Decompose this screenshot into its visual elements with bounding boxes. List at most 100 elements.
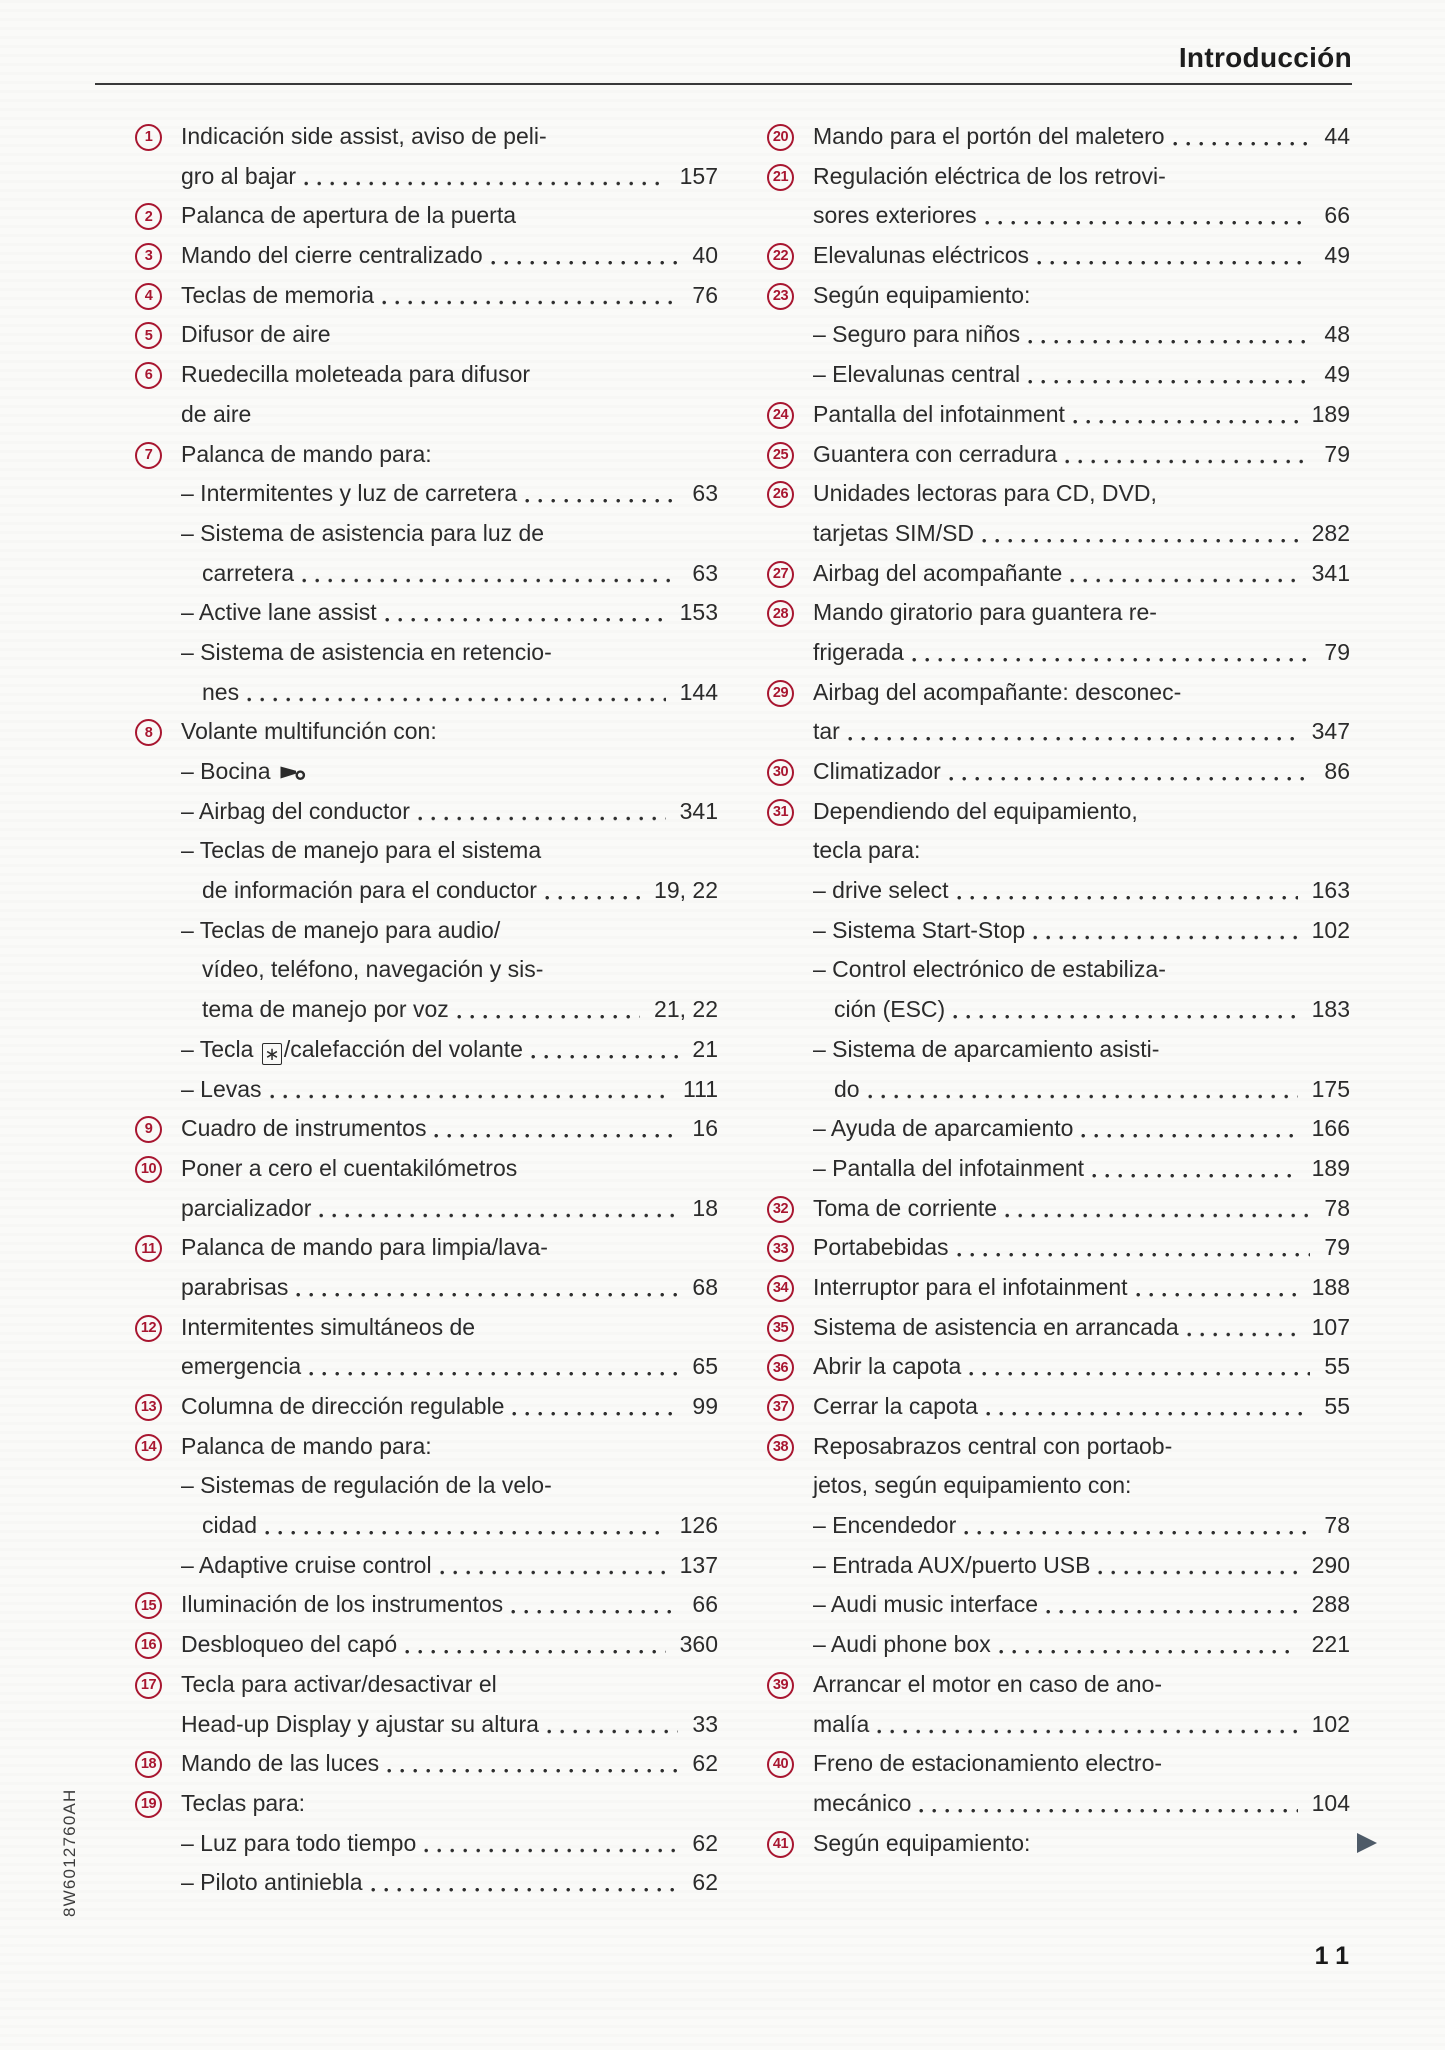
item-number-badge: 17 bbox=[135, 1671, 162, 1699]
entry-text: Palanca de mando para limpia/lava- bbox=[181, 1234, 548, 1261]
index-line: – Piloto antiniebla 62 bbox=[135, 1863, 718, 1903]
entry-text: Palanca de apertura de la puerta bbox=[181, 202, 517, 229]
page-ref: 48 bbox=[1324, 321, 1350, 348]
entry-text: Cerrar la capota bbox=[813, 1393, 978, 1419]
index-item: 4 Teclas de memoria 76 bbox=[135, 275, 718, 316]
dot-leader bbox=[384, 593, 666, 633]
page-ref: 360 bbox=[679, 1631, 718, 1658]
entry-text: Pantalla del infotainment bbox=[813, 400, 1065, 427]
index-line: – Sistema de aparcamiento asisti- bbox=[767, 1030, 1350, 1070]
dot-leader bbox=[1186, 1307, 1298, 1348]
entry-text: mecánico bbox=[813, 1789, 912, 1816]
entry-text: jetos, según equipamiento con: bbox=[813, 1472, 1132, 1499]
item-number-badge: 28 bbox=[767, 600, 794, 628]
page-ref: 183 bbox=[1311, 996, 1350, 1023]
index-line: jetos, según equipamiento con: bbox=[767, 1466, 1350, 1506]
entry-text: – Entrada AUX/puerto USB bbox=[813, 1551, 1091, 1578]
dot-leader bbox=[956, 1228, 1311, 1268]
header-rule bbox=[95, 83, 1352, 85]
entry-text: – Encendedor bbox=[813, 1512, 957, 1539]
entry-text: – Active lane assist bbox=[181, 599, 377, 626]
index-item: 34 Interruptor para el infotainment 188 bbox=[767, 1267, 1350, 1308]
index-item: 13 Columna de dirección regulable 99 bbox=[135, 1387, 718, 1427]
index-line: – Intermitentes y luz de carretera 63 bbox=[135, 474, 718, 514]
index-line: – Teclas de manejo para el sistema bbox=[135, 831, 718, 871]
entry-text: Guantera con cerradura bbox=[813, 440, 1058, 467]
page-ref: 63 bbox=[692, 559, 718, 586]
entry-text: Iluminación de los instrumentos bbox=[181, 1591, 504, 1618]
dot-leader bbox=[512, 1387, 679, 1427]
page-ref: 111 bbox=[683, 1075, 718, 1102]
entry-text: – Tecla ∗/calefacción del volante bbox=[181, 1035, 523, 1065]
entry-text: Intermitentes simultáneos de bbox=[181, 1313, 476, 1340]
page-number: 11 bbox=[1314, 1942, 1357, 1970]
index-line: tecla para: bbox=[767, 831, 1350, 871]
item-number-badge: 34 bbox=[767, 1274, 794, 1302]
index-line: malía 102 bbox=[767, 1704, 1350, 1745]
page-ref: 16 bbox=[692, 1115, 718, 1142]
item-number-badge: 9 bbox=[135, 1116, 162, 1144]
page-ref: 65 bbox=[692, 1353, 718, 1380]
index-item: 39 Arrancar el motor en caso de ano- bbox=[767, 1665, 1350, 1705]
entry-text: Toma de corriente bbox=[813, 1194, 998, 1221]
page-ref: 175 bbox=[1311, 1075, 1350, 1102]
index-line: parcializador 18 bbox=[135, 1188, 718, 1229]
item-number-badge: 41 bbox=[767, 1830, 794, 1858]
entry-text: Elevalunas eléctricos bbox=[813, 242, 1030, 269]
entry-text: Difusor de aire bbox=[181, 321, 331, 348]
entry-text: de aire bbox=[181, 400, 252, 427]
entry-text: – Audi phone box bbox=[813, 1631, 991, 1658]
entry-text: Airbag del acompañante bbox=[813, 559, 1063, 586]
page-ref: 62 bbox=[692, 1869, 718, 1896]
page-ref: 144 bbox=[679, 678, 718, 705]
item-number-badge: 10 bbox=[135, 1155, 162, 1183]
page-ref: 21, 22 bbox=[654, 996, 718, 1023]
entry-text: frigerada bbox=[813, 638, 904, 665]
page-ref: 341 bbox=[679, 797, 718, 824]
index-item: 12 Intermitentes simultáneos de bbox=[135, 1308, 718, 1348]
index-line: parabrisas 68 bbox=[135, 1267, 718, 1308]
index-line: – Sistemas de regulación de la velo- bbox=[135, 1466, 718, 1506]
item-number-badge: 30 bbox=[767, 759, 794, 786]
entry-text: carretera bbox=[202, 559, 295, 586]
entry-text: emergencia bbox=[181, 1353, 302, 1380]
index-column-right: 20 Mando para el portón del maletero 44 21 R… bbox=[767, 117, 1377, 1863]
page-ref: 104 bbox=[1311, 1789, 1350, 1816]
item-number-badge: 19 bbox=[135, 1790, 162, 1818]
page-ref: 79 bbox=[1324, 638, 1350, 665]
entry-text: Sistema de asistencia en arrancada bbox=[813, 1313, 1179, 1340]
dot-leader bbox=[319, 1188, 679, 1229]
dot-leader bbox=[1072, 394, 1298, 435]
dot-leader bbox=[1172, 117, 1311, 157]
entry-text: Abrir la capota bbox=[813, 1353, 962, 1380]
entry-text: – Pantalla del infotainment bbox=[813, 1154, 1085, 1181]
page-ref: 282 bbox=[1311, 519, 1350, 546]
index-item: 37 Cerrar la capota 55 bbox=[767, 1387, 1350, 1427]
horn-icon bbox=[280, 766, 305, 780]
item-number-badge: 14 bbox=[135, 1433, 162, 1461]
index-item: 29 Airbag del acompañante: desconec- bbox=[767, 673, 1350, 713]
dot-leader bbox=[1065, 434, 1311, 475]
entry-text: Indicación side assist, aviso de peli- bbox=[181, 123, 547, 149]
index-item: 7 Palanca de mando para: bbox=[135, 435, 718, 475]
index-line: tar 347 bbox=[767, 712, 1350, 752]
page-ref: 189 bbox=[1311, 400, 1350, 427]
page-ref: 33 bbox=[692, 1710, 718, 1737]
index-line: – Levas 111 bbox=[135, 1069, 718, 1110]
page-ref: 188 bbox=[1311, 1273, 1350, 1300]
entry-text: – Adaptive cruise control bbox=[181, 1551, 432, 1578]
item-number-badge: 29 bbox=[767, 679, 794, 707]
item-number-badge: 40 bbox=[767, 1751, 794, 1779]
page-title: Introducción bbox=[1178, 42, 1352, 73]
page-ref: 78 bbox=[1324, 1512, 1350, 1539]
dot-leader bbox=[1046, 1585, 1298, 1626]
entry-text: cidad bbox=[202, 1512, 257, 1539]
index-item: 14 Palanca de mando para: bbox=[135, 1427, 718, 1467]
entry-text: – Seguro para niños bbox=[813, 321, 1021, 348]
index-column-left: 1 Indicación side assist, aviso de peli-g… bbox=[135, 117, 718, 1903]
page-ref: 288 bbox=[1311, 1591, 1350, 1618]
index-line: – Adaptive cruise control 137 bbox=[135, 1545, 718, 1586]
index-line: gro al bajar 157 bbox=[135, 156, 718, 197]
item-number-badge: 13 bbox=[135, 1394, 162, 1421]
dot-leader bbox=[847, 712, 1298, 752]
